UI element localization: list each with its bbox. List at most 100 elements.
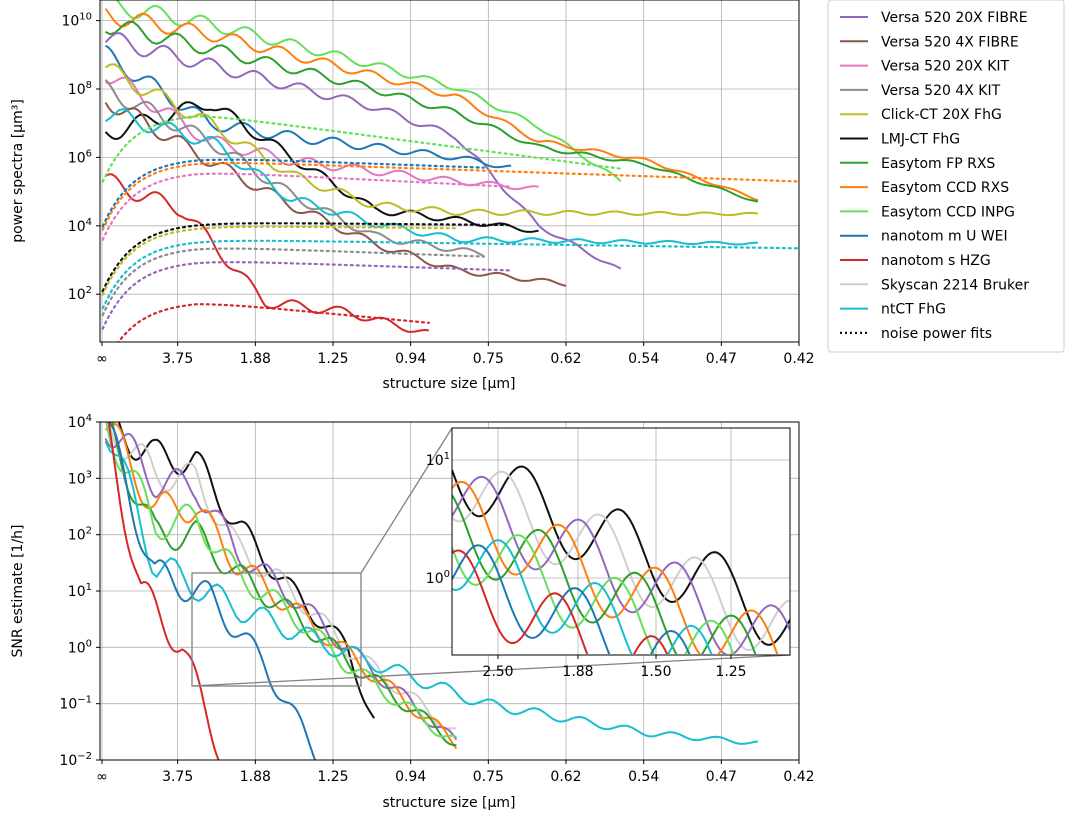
inset-x-tick-label: 2.50 (482, 664, 513, 680)
legend: Versa 520 20X FIBRE Versa 520 4X FIBRE Ver… (827, 0, 1065, 353)
inset-series-line (452, 494, 757, 654)
top-x-tick-label: 0.42 (783, 351, 814, 367)
bottom-x-tick-label: 0.62 (550, 769, 581, 785)
legend-box (827, 0, 1065, 353)
top-noise-fit-line (101, 172, 513, 241)
bottom-y-tick-label: 100 (68, 638, 92, 656)
bottom-x-tick-label: 0.47 (706, 769, 737, 785)
inset-x-ticks: 2.50 1.88 1.50 1.25 (482, 655, 747, 680)
legend-label: nanotom s HZG (881, 253, 991, 269)
bottom-y-tick-label: 103 (68, 469, 92, 487)
bottom-series-line (104, 432, 458, 741)
top-y-tick-label: 108 (68, 80, 92, 98)
legend-label: Easytom CCD INPG (881, 204, 1015, 220)
bottom-y-tick-label: 104 (68, 413, 92, 431)
top-x-tick-label: 0.47 (706, 351, 737, 367)
top-x-tick-label: 0.94 (395, 351, 426, 367)
top-series-line (115, 0, 622, 182)
bottom-chart: ∞ 3.75 1.88 1.25 0.94 0.75 0.62 0.54 0.47 0.42 10… (10, 413, 815, 811)
top-x-tick-label: 0.54 (628, 351, 659, 367)
top-chart: ∞ 3.75 1.88 1.25 0.94 0.75 0.62 0.54 0.47 0.42 10… (10, 0, 815, 392)
top-gridlines (100, 0, 800, 342)
top-series-line (104, 79, 485, 257)
top-y-tick-label: 106 (68, 148, 92, 166)
top-axes-frame (99, 0, 800, 343)
inset-series-line (452, 470, 790, 652)
bottom-x-tick-label: 0.94 (395, 769, 426, 785)
top-x-tick-label: 3.75 (162, 351, 193, 367)
inset-y-tick-label: 100 (426, 569, 450, 587)
bottom-x-tick-label: 1.88 (240, 769, 271, 785)
inset-x-tick-label: 1.88 (562, 664, 593, 680)
inset-x-tick-label: 1.25 (715, 664, 746, 680)
legend-label: Click-CT 20X FhG (881, 107, 1002, 123)
inset-series-line (452, 534, 735, 654)
legend-label: LMJ-CT FhG (881, 132, 960, 148)
top-y-tick-label: 102 (68, 285, 92, 303)
bottom-y-tick-label: 10−1 (59, 695, 92, 713)
bottom-y-tick-label: 102 (68, 526, 92, 544)
inset-series-line (452, 539, 713, 654)
top-series-group (101, 0, 799, 342)
bottom-series-line (117, 422, 375, 719)
legend-label: nanotom m U WEI (881, 229, 1008, 245)
top-y-axis-label: power spectra [µm³] (10, 99, 26, 243)
bottom-x-tick-label: 0.42 (783, 769, 814, 785)
bottom-series-line (105, 422, 457, 739)
legend-label: Versa 520 20X FIBRE (881, 10, 1028, 26)
top-series-line (105, 20, 759, 203)
bottom-y-tick-label: 10−2 (59, 751, 92, 769)
zoom-region-box (191, 572, 362, 687)
inset-frame (451, 427, 791, 656)
top-series-line (104, 8, 759, 202)
legend-label: noise power fits (881, 326, 992, 342)
top-y-ticks: 102 104 106 108 1010 (61, 12, 100, 303)
top-series-line (104, 101, 567, 287)
bottom-y-axis-label: SNR estimate [1/h] (10, 524, 26, 657)
top-x-tick-label: 0.75 (473, 351, 504, 367)
legend-label: Easytom CCD RXS (881, 180, 1009, 196)
inset-series-line (452, 544, 691, 654)
bottom-x-axis-label: structure size [µm] (382, 795, 515, 811)
bottom-x-tick-label: 3.75 (162, 769, 193, 785)
inset-series-group (452, 465, 790, 654)
top-x-tick-label: 1.25 (317, 351, 348, 367)
zoom-connector-upper (360, 427, 453, 574)
top-noise-fit-line (101, 158, 485, 228)
bottom-series-line (107, 422, 457, 730)
inset-x-tick-label: 1.50 (640, 664, 671, 680)
legend-label: ntCT FhG (881, 302, 946, 318)
legend-label: Versa 520 20X KIT (881, 59, 1010, 75)
inset-chart: 2.50 1.88 1.50 1.25 100 101 (426, 427, 791, 680)
top-y-tick-label: 1010 (61, 12, 92, 30)
top-noise-fit-line (101, 225, 458, 296)
top-series-line (105, 44, 512, 169)
bottom-y-tick-label: 101 (68, 582, 92, 600)
top-x-ticks: ∞ 3.75 1.88 1.25 0.94 0.75 0.62 0.54 0.47 0.42 (96, 342, 815, 367)
bottom-x-tick-label: 1.25 (317, 769, 348, 785)
top-noise-fit-line (101, 161, 799, 231)
top-y-tick-label: 104 (68, 217, 92, 235)
top-series-line (104, 108, 758, 246)
bottom-y-ticks: 10−2 10−1 100 101 102 103 104 (59, 413, 100, 769)
legend-label: Easytom FP RXS (881, 156, 995, 172)
inset-series-line (452, 549, 669, 654)
inset-y-tick-label: 101 (426, 451, 450, 469)
top-noise-fit-line (101, 239, 799, 310)
bottom-series-line (104, 422, 458, 750)
inset-series-line (452, 465, 790, 646)
top-noise-fit-line (101, 115, 622, 183)
bottom-series-line (106, 422, 317, 760)
top-noise-fit-line (101, 222, 513, 293)
bottom-x-tick-label: ∞ (96, 769, 108, 785)
zoom-connector-lower (191, 654, 791, 687)
inset-y-ticks: 100 101 (426, 451, 450, 587)
top-series-line (104, 63, 759, 217)
legend-label: Versa 520 4X FIBRE (881, 34, 1019, 50)
bottom-series-group (104, 422, 759, 760)
top-series-line (104, 32, 622, 270)
top-noise-fit-line (117, 303, 430, 342)
top-x-tick-label: ∞ (96, 351, 108, 367)
legend-label: Versa 520 4X KIT (881, 83, 1001, 99)
